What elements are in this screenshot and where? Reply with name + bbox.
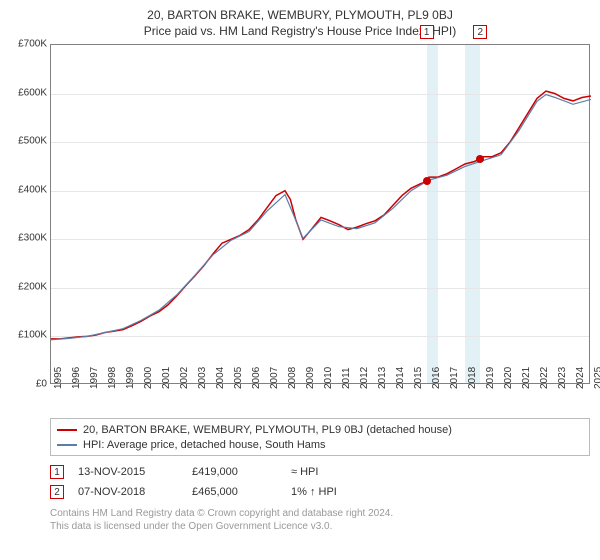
x-axis-label: 2010 — [323, 367, 334, 389]
sale-date: 07-NOV-2018 — [78, 486, 178, 498]
y-axis-label: £700K — [5, 39, 47, 50]
sales-table: 1 13-NOV-2015 £419,000 ≈ HPI 2 07-NOV-2018 £46… — [50, 462, 590, 502]
sale-price: £419,000 — [192, 466, 277, 478]
y-axis-label: £300K — [5, 233, 47, 244]
x-axis-label: 2006 — [251, 367, 262, 389]
line-series-svg — [51, 45, 591, 385]
attribution-line: This data is licensed under the Open Gov… — [50, 521, 590, 534]
sale-date: 13-NOV-2015 — [78, 466, 178, 478]
x-axis-label: 2024 — [575, 367, 586, 389]
sale-marker: 1 — [420, 25, 434, 39]
x-axis-label: 2008 — [287, 367, 298, 389]
sales-row: 1 13-NOV-2015 £419,000 ≈ HPI — [50, 462, 590, 482]
plot-rect: 12 — [50, 44, 590, 384]
x-axis-label: 2007 — [269, 367, 280, 389]
attribution-line: Contains HM Land Registry data © Crown c… — [50, 508, 590, 521]
legend-swatch — [57, 429, 77, 431]
x-axis-label: 2018 — [467, 367, 478, 389]
x-axis-label: 2003 — [197, 367, 208, 389]
attribution: Contains HM Land Registry data © Crown c… — [50, 508, 590, 533]
page-title: 20, BARTON BRAKE, WEMBURY, PLYMOUTH, PL9… — [10, 8, 590, 22]
x-axis-label: 2009 — [305, 367, 316, 389]
x-axis-label: 1996 — [71, 367, 82, 389]
x-axis-label: 2015 — [413, 367, 424, 389]
price-chart: 12 £0£100K£200K£300K£400K£500K£600K£700K… — [38, 44, 593, 414]
y-axis-label: £600K — [5, 87, 47, 98]
sale-badge: 2 — [50, 485, 64, 499]
x-axis-label: 2012 — [359, 367, 370, 389]
legend-item: 20, BARTON BRAKE, WEMBURY, PLYMOUTH, PL9… — [57, 422, 583, 437]
x-axis-label: 2013 — [377, 367, 388, 389]
y-axis-label: £500K — [5, 136, 47, 147]
sale-point — [423, 177, 431, 185]
x-axis-label: 1997 — [89, 367, 100, 389]
x-axis-label: 2022 — [539, 367, 550, 389]
sales-row: 2 07-NOV-2018 £465,000 1% ↑ HPI — [50, 482, 590, 502]
x-axis-label: 2002 — [179, 367, 190, 389]
title-block: 20, BARTON BRAKE, WEMBURY, PLYMOUTH, PL9… — [10, 8, 590, 38]
legend: 20, BARTON BRAKE, WEMBURY, PLYMOUTH, PL9… — [50, 418, 590, 456]
y-axis-label: £200K — [5, 281, 47, 292]
x-axis-label: 2005 — [233, 367, 244, 389]
sale-hpi-note: 1% ↑ HPI — [291, 486, 590, 498]
x-axis-label: 2017 — [449, 367, 460, 389]
x-axis-label: 2000 — [143, 367, 154, 389]
x-axis-label: 2016 — [431, 367, 442, 389]
page-subtitle: Price paid vs. HM Land Registry's House … — [10, 24, 590, 38]
legend-label: HPI: Average price, detached house, Sout… — [83, 439, 326, 451]
series-line — [51, 91, 591, 339]
x-axis-label: 2014 — [395, 367, 406, 389]
y-axis-label: £100K — [5, 330, 47, 341]
legend-label: 20, BARTON BRAKE, WEMBURY, PLYMOUTH, PL9… — [83, 424, 452, 436]
x-axis-label: 2023 — [557, 367, 568, 389]
x-axis-label: 1998 — [107, 367, 118, 389]
sale-marker: 2 — [473, 25, 487, 39]
legend-item: HPI: Average price, detached house, Sout… — [57, 437, 583, 452]
legend-swatch — [57, 444, 77, 446]
x-axis-label: 2004 — [215, 367, 226, 389]
x-axis-label: 2011 — [341, 367, 352, 389]
sale-hpi-note: ≈ HPI — [291, 466, 590, 478]
sale-price: £465,000 — [192, 486, 277, 498]
x-axis-label: 2019 — [485, 367, 496, 389]
x-axis-label: 1995 — [53, 367, 64, 389]
x-axis-label: 1999 — [125, 367, 136, 389]
x-axis-label: 2021 — [521, 367, 532, 389]
sale-point — [476, 155, 484, 163]
x-axis-label: 2025 — [593, 367, 600, 389]
y-axis-label: £400K — [5, 184, 47, 195]
sale-badge: 1 — [50, 465, 64, 479]
y-axis-label: £0 — [5, 379, 47, 390]
x-axis-label: 2020 — [503, 367, 514, 389]
x-axis-label: 2001 — [161, 367, 172, 389]
